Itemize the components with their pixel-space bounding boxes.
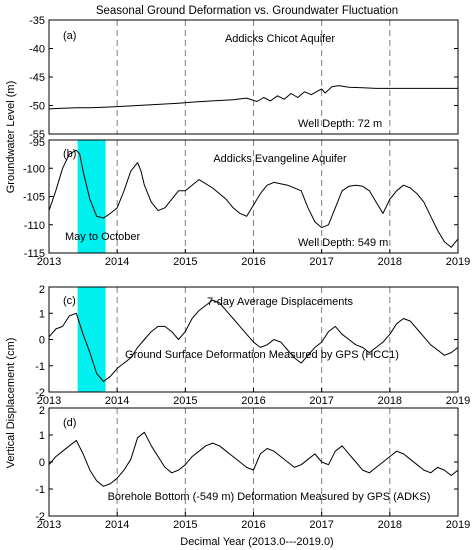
- x-tick-label: 2016: [241, 519, 265, 531]
- x-tick-label: 2016: [241, 256, 265, 268]
- x-tick-label: 2017: [309, 256, 333, 268]
- annotation: Ground Surface Deformation Measured by G…: [125, 349, 399, 361]
- y-tick-label: -50: [29, 101, 45, 113]
- ylabel-displacement: Vertical Displacement (cm): [5, 338, 17, 469]
- x-tick-label: 2015: [173, 395, 197, 407]
- y-tick-label: -2: [35, 387, 45, 399]
- x-tick-label: 2018: [378, 256, 402, 268]
- series-line: [48, 85, 458, 110]
- x-tick-label: 2019: [446, 256, 470, 268]
- panel-title: Addicks Chicot Aquifer: [225, 33, 335, 45]
- panel-label: (b): [63, 148, 76, 160]
- y-tick-label: -40: [29, 44, 45, 56]
- annotation: Well Depth: 72 m: [298, 118, 382, 130]
- x-tick-label: 2015: [173, 519, 197, 531]
- figure-title: Seasonal Ground Deformation vs. Groundwa…: [96, 5, 398, 17]
- y-tick-label: -105: [23, 192, 45, 204]
- x-tick-label: 2013: [37, 395, 61, 407]
- panel-1: -115 -110 -105 -100 -95 2013 2014 2015 2016 2017 2…: [23, 137, 470, 268]
- panels: -55 -50 -45 -40 -35 (a) Addicks Chicot Aquifer…: [23, 15, 470, 531]
- y-tick-label: -95: [29, 137, 45, 149]
- y-tick-label: 1: [39, 308, 45, 320]
- x-tick-label: 2018: [378, 395, 402, 407]
- y-tick-label: -45: [29, 72, 45, 84]
- panel-label: (d): [63, 417, 76, 429]
- x-tick-label: 2019: [446, 519, 470, 531]
- xlabel: Decimal Year (2013.0---2019.0): [180, 536, 333, 548]
- y-tick-label: -100: [23, 163, 45, 175]
- highlight-label: May to October: [65, 231, 141, 243]
- x-tick-label: 2013: [37, 256, 61, 268]
- x-tick-label: 2018: [378, 519, 402, 531]
- series-line: [48, 299, 459, 382]
- annotation: Borehole Bottom (-549 m) Deformation Mea…: [108, 491, 431, 503]
- y-tick-label: -1: [35, 361, 45, 373]
- x-tick-label: 2014: [105, 395, 129, 407]
- x-tick-label: 2019: [446, 395, 470, 407]
- highlight-band: [77, 287, 106, 392]
- y-tick-label: -2: [35, 511, 45, 523]
- panel-label: (a): [63, 30, 76, 42]
- ylabel-groundwater: Groundwater Level (m): [5, 81, 17, 194]
- panel-title: 7-day Average Displacements: [207, 296, 353, 308]
- x-tick-label: 2017: [309, 395, 333, 407]
- panel-title: Addicks Evangeline Aquifer: [213, 153, 347, 165]
- y-tick-label: 2: [39, 405, 45, 417]
- x-tick-label: 2014: [105, 519, 129, 531]
- y-tick-label: -110: [24, 220, 45, 232]
- y-tick-label: -1: [35, 484, 45, 496]
- y-tick-label: -35: [29, 15, 45, 27]
- series-line: [48, 149, 459, 248]
- y-tick-label: -55: [29, 129, 45, 141]
- y-tick-label: 0: [39, 335, 45, 347]
- x-tick-label: 2013: [37, 519, 61, 531]
- panel-0: -55 -50 -45 -40 -35 (a) Addicks Chicot Aquifer…: [29, 15, 459, 141]
- x-tick-label: 2017: [309, 519, 333, 531]
- y-tick-label: 0: [39, 457, 45, 469]
- y-tick-label: 1: [39, 430, 45, 442]
- panel-3: -2 -1 0 1 2 2013 2014 2015 2016 2017 2018 2019 (d) Bo…: [35, 405, 470, 531]
- y-tick-label: 2: [39, 284, 45, 296]
- series-line: [48, 431, 459, 487]
- x-tick-label: 2015: [173, 256, 197, 268]
- panel-label: (c): [63, 295, 76, 307]
- panel-2: -2 -1 0 1 2 2013 2014 2015 2016 2017 2018 2019 (c) 7-…: [35, 284, 470, 407]
- y-tick-label: -115: [24, 248, 45, 260]
- x-tick-label: 2014: [105, 256, 129, 268]
- x-tick-label: 2016: [241, 395, 265, 407]
- highlight-band: [77, 140, 106, 253]
- annotation: Well Depth: 549 m: [298, 237, 388, 249]
